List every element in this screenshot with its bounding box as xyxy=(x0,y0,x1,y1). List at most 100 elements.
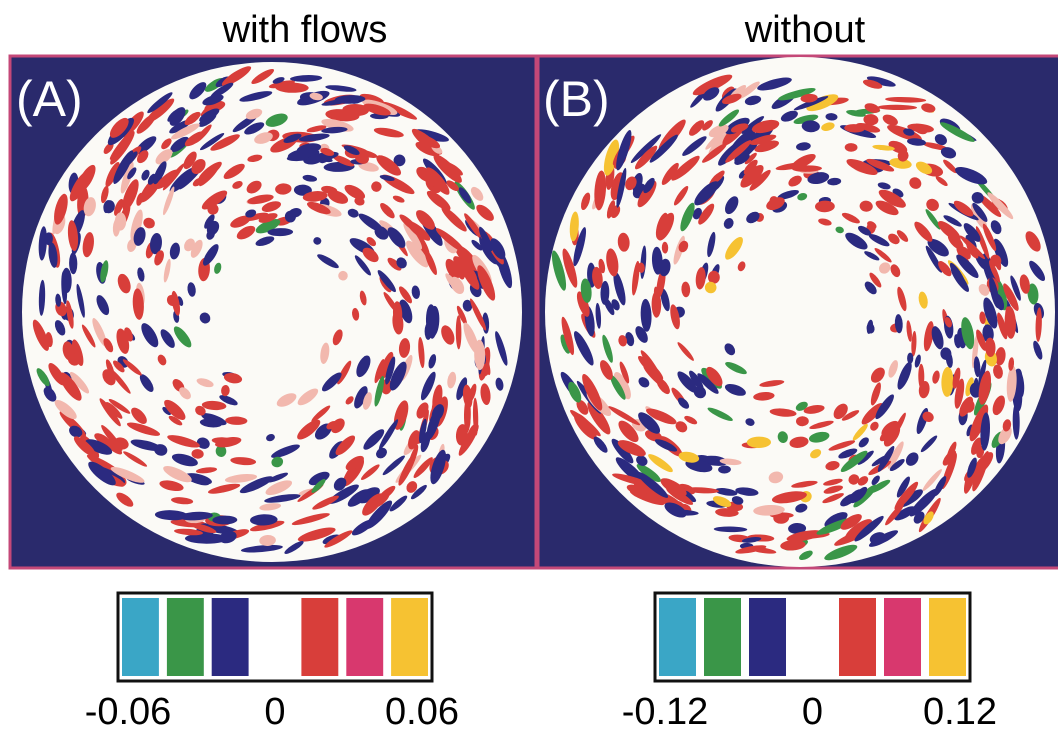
field-blob xyxy=(462,299,473,312)
field-blob xyxy=(109,117,129,138)
colorbar-cell xyxy=(256,598,294,676)
field-blob xyxy=(284,541,304,554)
field-blob xyxy=(777,88,816,101)
field-blob xyxy=(619,361,630,384)
field-blob xyxy=(888,233,900,245)
field-blob xyxy=(1006,365,1017,402)
field-blob xyxy=(677,342,694,361)
field-blob xyxy=(38,279,46,316)
field-blob xyxy=(389,495,408,512)
field-blob xyxy=(1029,260,1046,281)
field-blob xyxy=(638,377,650,388)
field-blob xyxy=(170,123,200,140)
field-blob xyxy=(640,298,652,332)
field-blob xyxy=(637,471,669,498)
field-blob xyxy=(978,370,992,405)
field-blob xyxy=(136,113,156,134)
field-blob xyxy=(458,424,479,456)
field-blob xyxy=(161,138,172,150)
field-blob xyxy=(214,262,222,274)
field-blob xyxy=(187,282,196,297)
field-blob xyxy=(718,465,731,474)
field-blob xyxy=(611,299,620,311)
field-blob xyxy=(759,380,785,387)
field-blob xyxy=(689,370,704,391)
field-blob xyxy=(757,77,792,91)
field-blob xyxy=(108,399,131,414)
field-blob xyxy=(113,360,125,373)
field-blob xyxy=(203,244,219,266)
field-blob xyxy=(678,451,700,463)
field-blob xyxy=(922,411,934,423)
field-blob xyxy=(167,435,200,448)
field-blob xyxy=(387,227,406,248)
field-blob xyxy=(561,316,575,356)
field-blob xyxy=(885,503,904,526)
field-blob xyxy=(922,469,942,492)
field-blob xyxy=(110,466,145,483)
field-blob xyxy=(705,130,725,150)
field-blob xyxy=(771,491,807,504)
field-blob xyxy=(719,458,742,466)
field-blob xyxy=(828,440,856,451)
field-blob xyxy=(155,169,179,189)
field-blob xyxy=(418,134,441,149)
field-blob xyxy=(1008,357,1015,371)
field-blob xyxy=(576,291,590,317)
field-blob xyxy=(712,170,725,183)
field-blob xyxy=(570,409,601,437)
field-blob xyxy=(907,138,926,146)
field-blob xyxy=(870,382,881,406)
field-blob xyxy=(844,519,873,541)
field-blob xyxy=(896,230,909,242)
field-blob xyxy=(692,207,702,220)
field-blob xyxy=(71,339,84,366)
field-blob xyxy=(311,478,326,493)
field-blob xyxy=(171,497,194,505)
field-blob xyxy=(199,418,222,428)
field-blob xyxy=(435,228,465,253)
field-blob xyxy=(265,113,288,127)
field-blob xyxy=(267,228,294,237)
field-blob xyxy=(983,297,998,329)
field-blob xyxy=(818,218,832,226)
field-blob xyxy=(748,546,777,554)
field-blob xyxy=(897,286,907,312)
field-blob xyxy=(102,437,123,455)
field-blob xyxy=(215,437,242,448)
field-blob xyxy=(266,433,275,442)
colorbar-cell xyxy=(794,598,831,676)
field-blob xyxy=(141,323,159,348)
field-blob xyxy=(615,457,646,485)
field-blob xyxy=(959,396,974,417)
field-blob xyxy=(840,514,862,530)
field-blob xyxy=(261,201,282,212)
field-blob xyxy=(462,384,473,409)
field-blob xyxy=(130,439,162,451)
field-blob xyxy=(866,322,875,334)
field-blob xyxy=(915,161,933,175)
field-blob xyxy=(857,450,874,465)
field-blob xyxy=(210,82,234,99)
field-blob xyxy=(654,439,678,452)
field-blob xyxy=(562,248,578,288)
field-blob xyxy=(132,288,144,320)
field-blob xyxy=(677,371,698,393)
field-blob xyxy=(903,128,915,136)
field-blob xyxy=(610,374,626,400)
field-blob xyxy=(637,262,645,273)
field-blob xyxy=(139,374,154,392)
field-blob xyxy=(476,204,494,221)
field-blob xyxy=(894,481,919,510)
field-blob xyxy=(841,212,860,224)
field-blob xyxy=(239,91,273,102)
field-blob xyxy=(875,200,899,216)
field-blob xyxy=(613,371,631,400)
field-blob xyxy=(54,193,68,225)
field-blob xyxy=(160,329,175,348)
field-blob xyxy=(245,209,257,218)
field-blob xyxy=(795,503,808,513)
field-blob xyxy=(704,281,717,294)
colorbar-tick-label: -0.12 xyxy=(622,691,709,731)
field-blob xyxy=(163,466,192,483)
